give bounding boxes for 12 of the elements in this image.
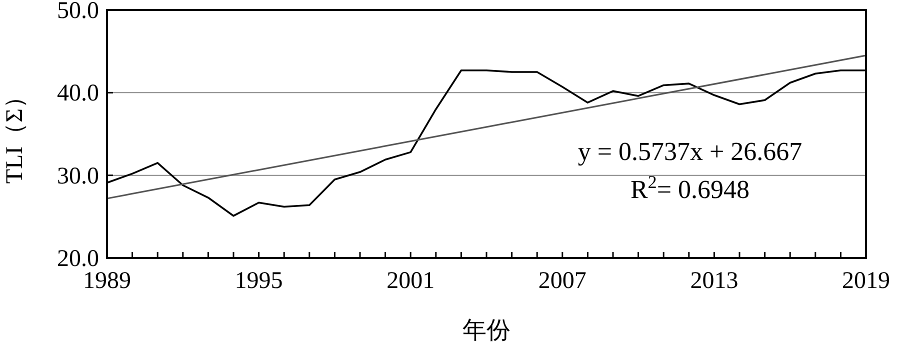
y-axis-title: TLI（Σ） <box>2 84 28 184</box>
x-tick-label: 2019 <box>842 268 890 294</box>
x-tick-label: 2013 <box>690 268 738 294</box>
x-tick-label: 1995 <box>234 268 283 294</box>
y-tick-label: 50.0 <box>57 0 99 24</box>
x-axis-title: 年份 <box>462 318 510 344</box>
annotation: R$^{2}$= 0.6948 <box>630 172 750 204</box>
y-tick-label: 30.0 <box>57 163 99 190</box>
annotation: y = 0.5737x + 26.667 <box>578 137 802 166</box>
y-tick-label: 40.0 <box>57 80 99 107</box>
x-tick-label: 2001 <box>386 268 435 294</box>
x-tick-label: 2007 <box>538 268 586 294</box>
